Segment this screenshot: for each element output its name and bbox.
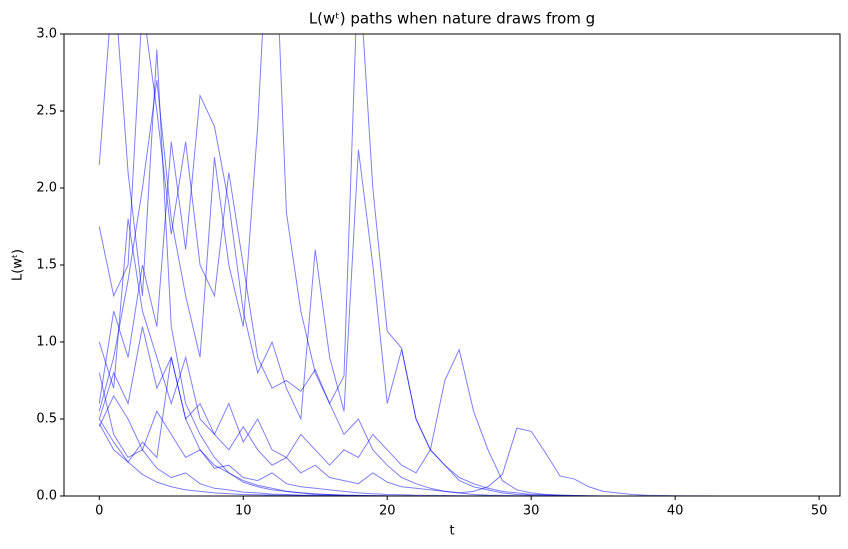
- plot-lines: [98, 34, 805, 496]
- y-tick-label: 0.0: [36, 489, 57, 504]
- line-series: [98, 326, 805, 496]
- y-tick-label: 3.0: [36, 27, 57, 42]
- y-tick-label: 2.0: [36, 181, 57, 196]
- y-tick-label: 2.5: [36, 104, 57, 119]
- x-tick-label: 10: [235, 504, 252, 519]
- y-axis-label: L(wᵗ): [11, 249, 26, 281]
- line-series: [98, 34, 805, 496]
- chart-title: L(wᵗ) paths when nature draws from g: [309, 10, 595, 28]
- x-tick-label: 20: [379, 504, 396, 519]
- x-tick-label: 50: [811, 504, 828, 519]
- y-tick-label: 0.5: [36, 412, 57, 427]
- line-series: [98, 93, 805, 496]
- line-series: [98, 34, 805, 496]
- line-series: [98, 357, 805, 496]
- x-tick-label: 0: [95, 504, 103, 519]
- x-tick-label: 30: [523, 504, 540, 519]
- x-axis-label: t: [449, 524, 454, 539]
- y-tick-label: 1.5: [36, 258, 57, 273]
- line-series: [98, 423, 805, 496]
- line-series: [98, 372, 805, 496]
- line-series: [98, 34, 805, 496]
- line-series: [98, 218, 805, 496]
- y-tick-label: 1.0: [36, 335, 57, 350]
- line-series: [98, 394, 805, 496]
- x-tick-label: 40: [667, 504, 684, 519]
